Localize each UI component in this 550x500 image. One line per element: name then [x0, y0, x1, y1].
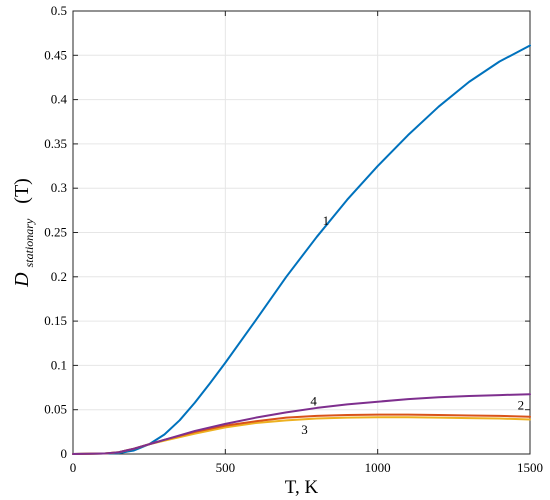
y-axis-title-suffix: (T) — [11, 178, 33, 204]
curve-labels: 1 2 34 — [301, 213, 524, 437]
x-tick-label: 1500 — [517, 460, 543, 475]
y-tick-label: 0.1 — [51, 357, 67, 372]
y-tick-label: 0.05 — [44, 402, 67, 417]
y-axis-title-subscript: stationary — [22, 218, 36, 267]
x-axis-title: T, K — [285, 477, 319, 498]
y-tick-label: 0.45 — [44, 47, 67, 62]
grid — [72, 10, 531, 455]
x-tick-label: 500 — [216, 460, 236, 475]
y-tick-label: 0 — [61, 446, 68, 461]
y-tick-label: 0.3 — [51, 180, 67, 195]
y-tick-label: 0.5 — [51, 3, 67, 18]
x-tick-label: 0 — [70, 460, 77, 475]
series-line-1 — [72, 44, 531, 455]
curve-label: 3 — [301, 422, 308, 437]
y-tick-label: 0.4 — [51, 92, 68, 107]
y-axis-title: D stationary (T) — [11, 178, 38, 288]
y-tick-label: 0.35 — [44, 136, 67, 151]
y-axis-title-main: D — [11, 272, 33, 288]
series-line-4 — [72, 393, 531, 455]
axis-ticks: 0 500 1000 1500 0 0.05 0.1 0.15 0.2 0.25 0.3 0.35 0.… — [44, 3, 543, 475]
curve-label: 1 — [323, 213, 330, 228]
x-tick-label: 1000 — [365, 460, 391, 475]
series-layer — [72, 44, 531, 455]
y-tick-label: 0.2 — [51, 269, 67, 284]
curve-label: 2 — [518, 397, 525, 412]
y-tick-label: 0.15 — [44, 313, 67, 328]
curve-label: 4 — [310, 394, 317, 409]
y-tick-label: 0.25 — [44, 225, 67, 240]
